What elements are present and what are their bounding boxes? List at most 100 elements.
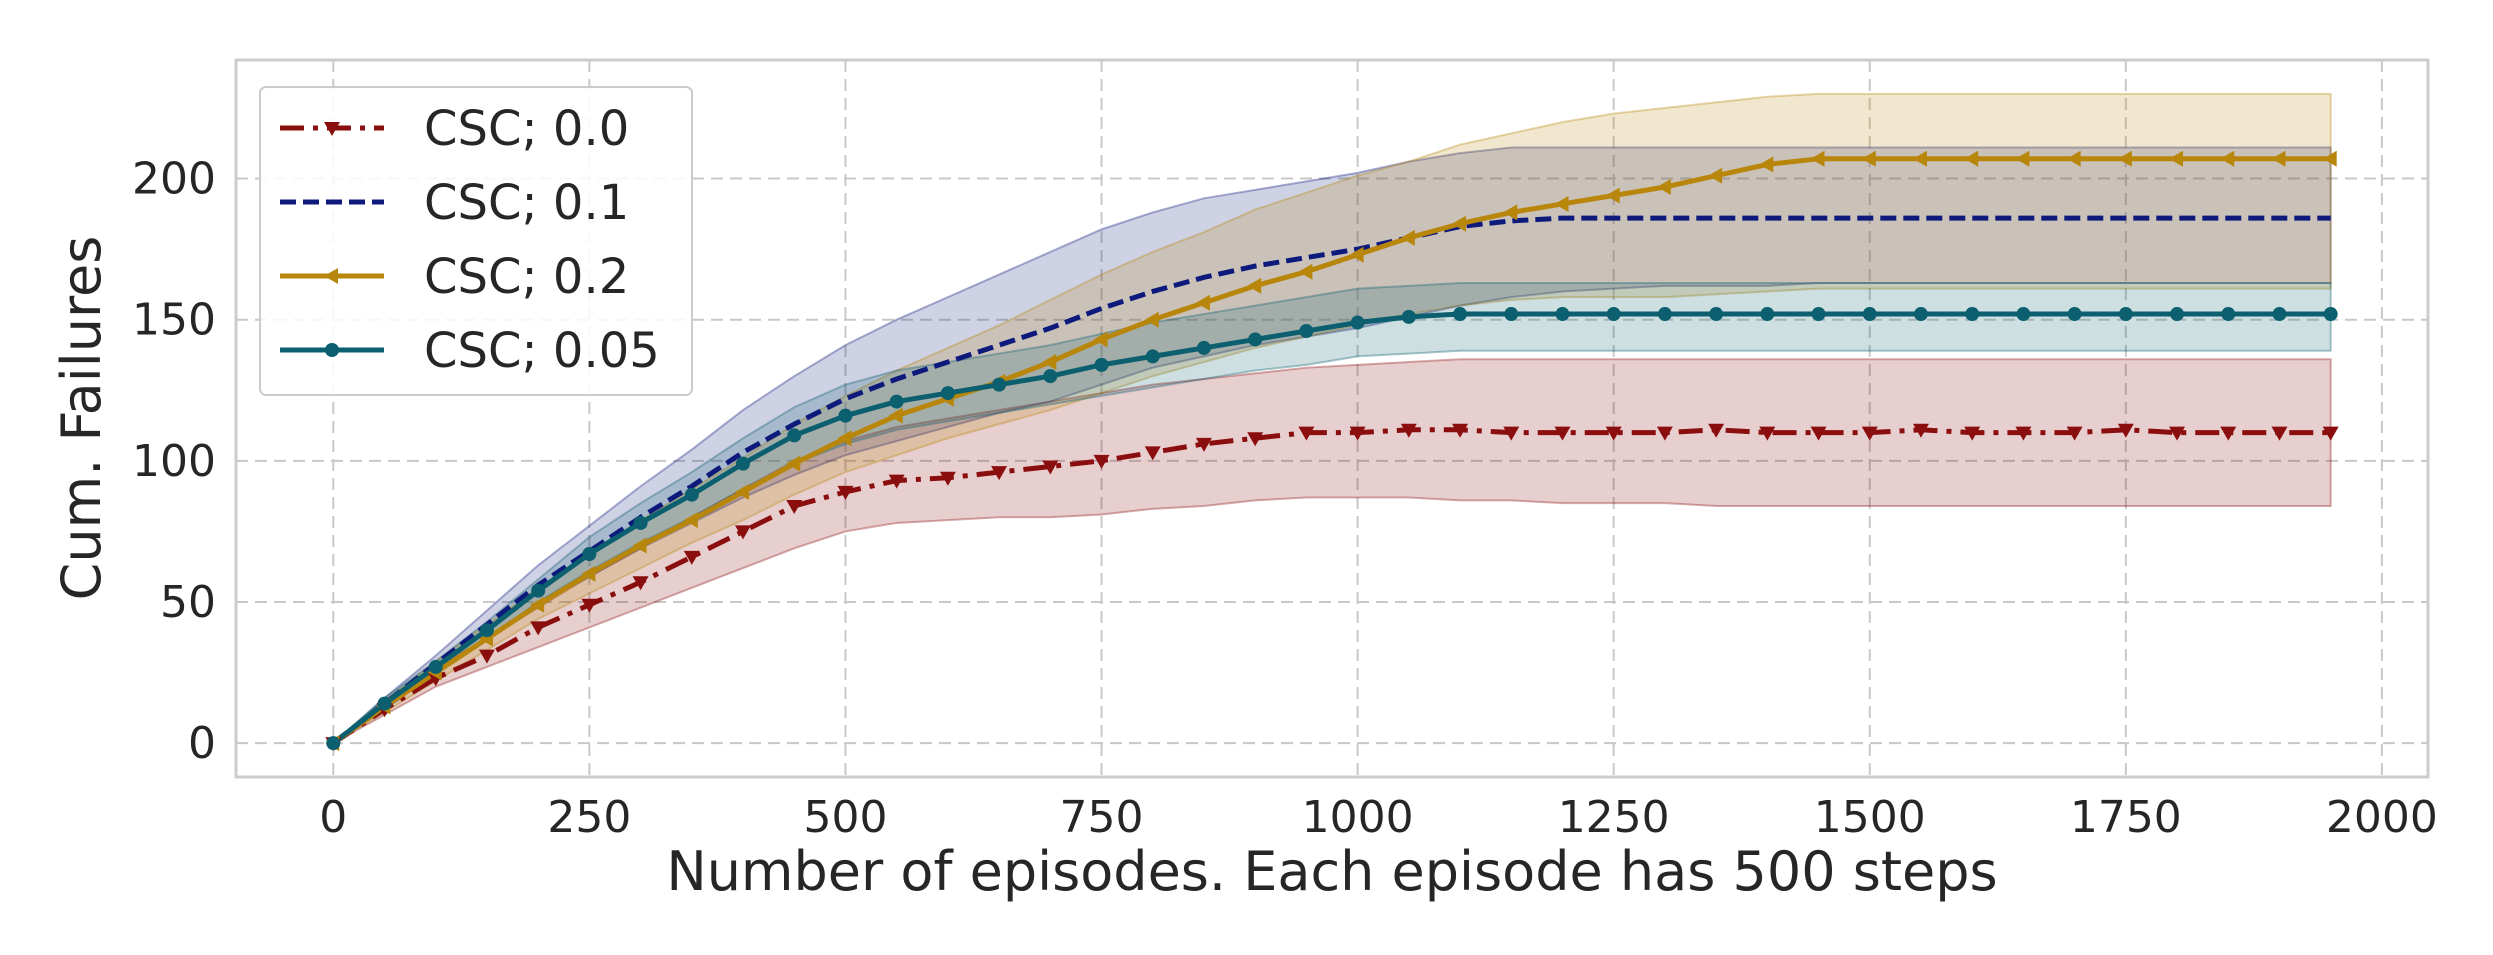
data-point-series-3 <box>1759 156 1774 173</box>
x-tick-label: 250 <box>547 792 631 843</box>
data-point-series-1 <box>888 474 905 489</box>
data-point-series-1 <box>478 649 495 664</box>
data-point-series-4 <box>1145 349 1160 364</box>
data-point-series-3 <box>1298 263 1313 280</box>
data-point-series-3 <box>1195 294 1210 311</box>
data-point-series-3 <box>1400 229 1415 246</box>
series-line-1 <box>331 427 2331 746</box>
data-point-series-3 <box>632 537 647 554</box>
data-point-series-1 <box>2015 426 2032 441</box>
data-point-series-3 <box>1912 150 1927 167</box>
data-point-series-1 <box>632 576 649 591</box>
series-line-3 <box>331 156 2331 746</box>
data-point-series-3 <box>2066 150 2081 167</box>
data-point-series-3 <box>786 455 801 472</box>
legend-label: CSC; 0.0 <box>424 101 629 157</box>
data-point-series-4 <box>992 377 1007 392</box>
legend-label: CSC; 0.2 <box>424 249 629 305</box>
series-lines <box>331 156 2331 746</box>
data-point-series-1 <box>1964 426 1981 441</box>
data-point-series-4 <box>1299 323 1314 338</box>
data-point-series-4 <box>2067 307 2082 322</box>
data-point-series-3 <box>2117 150 2132 167</box>
x-axis-title: Number of episodes. Each episode has 500… <box>666 840 1997 903</box>
plot-frame <box>234 58 2430 779</box>
data-point-series-1 <box>939 471 956 486</box>
data-point-series-4 <box>1965 307 1980 322</box>
data-point-series-4 <box>1401 309 1416 324</box>
data-point-series-1 <box>1912 423 1929 438</box>
data-point-series-4 <box>377 696 392 711</box>
data-point-series-4 <box>1555 307 1570 322</box>
data-point-series-1 <box>1400 423 1417 438</box>
data-point-series-1 <box>1605 426 1622 441</box>
x-tick-label: 1500 <box>1814 792 1926 843</box>
data-point-series-1 <box>1554 426 1571 441</box>
data-point-series-4 <box>479 623 494 638</box>
data-point-series-1 <box>1247 432 1264 447</box>
data-point-series-4 <box>1196 340 1211 355</box>
data-point-series-1 <box>2169 426 2186 441</box>
data-point-series-3 <box>1093 331 1108 348</box>
data-point-series-3 <box>1503 204 1518 221</box>
data-point-series-1 <box>2322 426 2339 441</box>
confidence-band-series-3 <box>332 92 2332 744</box>
data-point-series-3 <box>1554 195 1569 212</box>
data-point-series-1 <box>1810 426 1827 441</box>
data-point-series-3 <box>1452 215 1467 232</box>
data-point-series-3 <box>1605 187 1620 204</box>
data-point-series-4 <box>1606 307 1621 322</box>
legend-swatch-marker <box>324 122 340 136</box>
y-tick-label: 0 <box>188 718 216 769</box>
data-point-series-4 <box>940 386 955 401</box>
data-point-series-1 <box>1452 423 1469 438</box>
data-point-series-4 <box>736 456 751 471</box>
data-point-series-1 <box>1656 426 1673 441</box>
confidence-band-series-2 <box>332 146 2332 744</box>
data-point-series-1 <box>1042 460 1059 475</box>
data-point-series-4 <box>684 487 699 502</box>
data-point-series-4 <box>1760 307 1775 322</box>
data-point-series-3 <box>2220 150 2235 167</box>
data-point-series-3 <box>2015 150 2030 167</box>
data-point-series-4 <box>2016 307 2031 322</box>
data-point-series-1 <box>2117 423 2134 438</box>
data-point-series-4 <box>2118 307 2133 322</box>
data-point-series-1 <box>1349 426 1366 441</box>
x-tick-label: 2000 <box>2326 792 2438 843</box>
data-point-series-3 <box>1964 150 1979 167</box>
data-point-series-3 <box>1656 179 1671 196</box>
data-point-series-3 <box>2322 150 2337 167</box>
data-point-series-1 <box>1298 426 1315 441</box>
data-point-series-3 <box>1708 167 1723 184</box>
y-tick-label: 200 <box>132 154 216 205</box>
data-point-series-4 <box>1453 307 1468 322</box>
x-tick-label: 750 <box>1060 792 1144 843</box>
data-point-series-4 <box>1862 307 1877 322</box>
data-point-series-4 <box>1811 307 1826 322</box>
x-tick-label: 1750 <box>2070 792 2182 843</box>
data-point-series-4 <box>531 583 546 598</box>
data-point-series-1 <box>530 621 547 636</box>
data-point-series-4 <box>1248 332 1263 347</box>
legend-swatch-marker <box>324 268 338 284</box>
data-point-series-1 <box>2066 426 2083 441</box>
data-point-series-1 <box>837 485 854 500</box>
data-point-series-1 <box>1503 426 1520 441</box>
y-tick-labels: 0 50 100 150 200 <box>132 154 216 770</box>
data-point-series-4 <box>582 546 597 561</box>
data-point-series-3 <box>2271 150 2286 167</box>
data-point-series-3 <box>1861 150 1876 167</box>
data-point-series-1 <box>1093 454 1110 469</box>
data-point-series-4 <box>838 408 853 423</box>
data-point-series-4 <box>326 736 341 751</box>
data-point-series-3 <box>837 430 852 447</box>
data-point-series-3 <box>888 407 903 424</box>
data-point-series-4 <box>787 428 802 443</box>
legend-swatch-marker <box>325 343 339 357</box>
data-point-series-1 <box>1195 437 1212 452</box>
series-markers <box>325 150 2339 752</box>
data-point-series-4 <box>428 659 443 674</box>
data-point-series-3 <box>581 565 596 582</box>
x-tick-label: 1250 <box>1558 792 1670 843</box>
